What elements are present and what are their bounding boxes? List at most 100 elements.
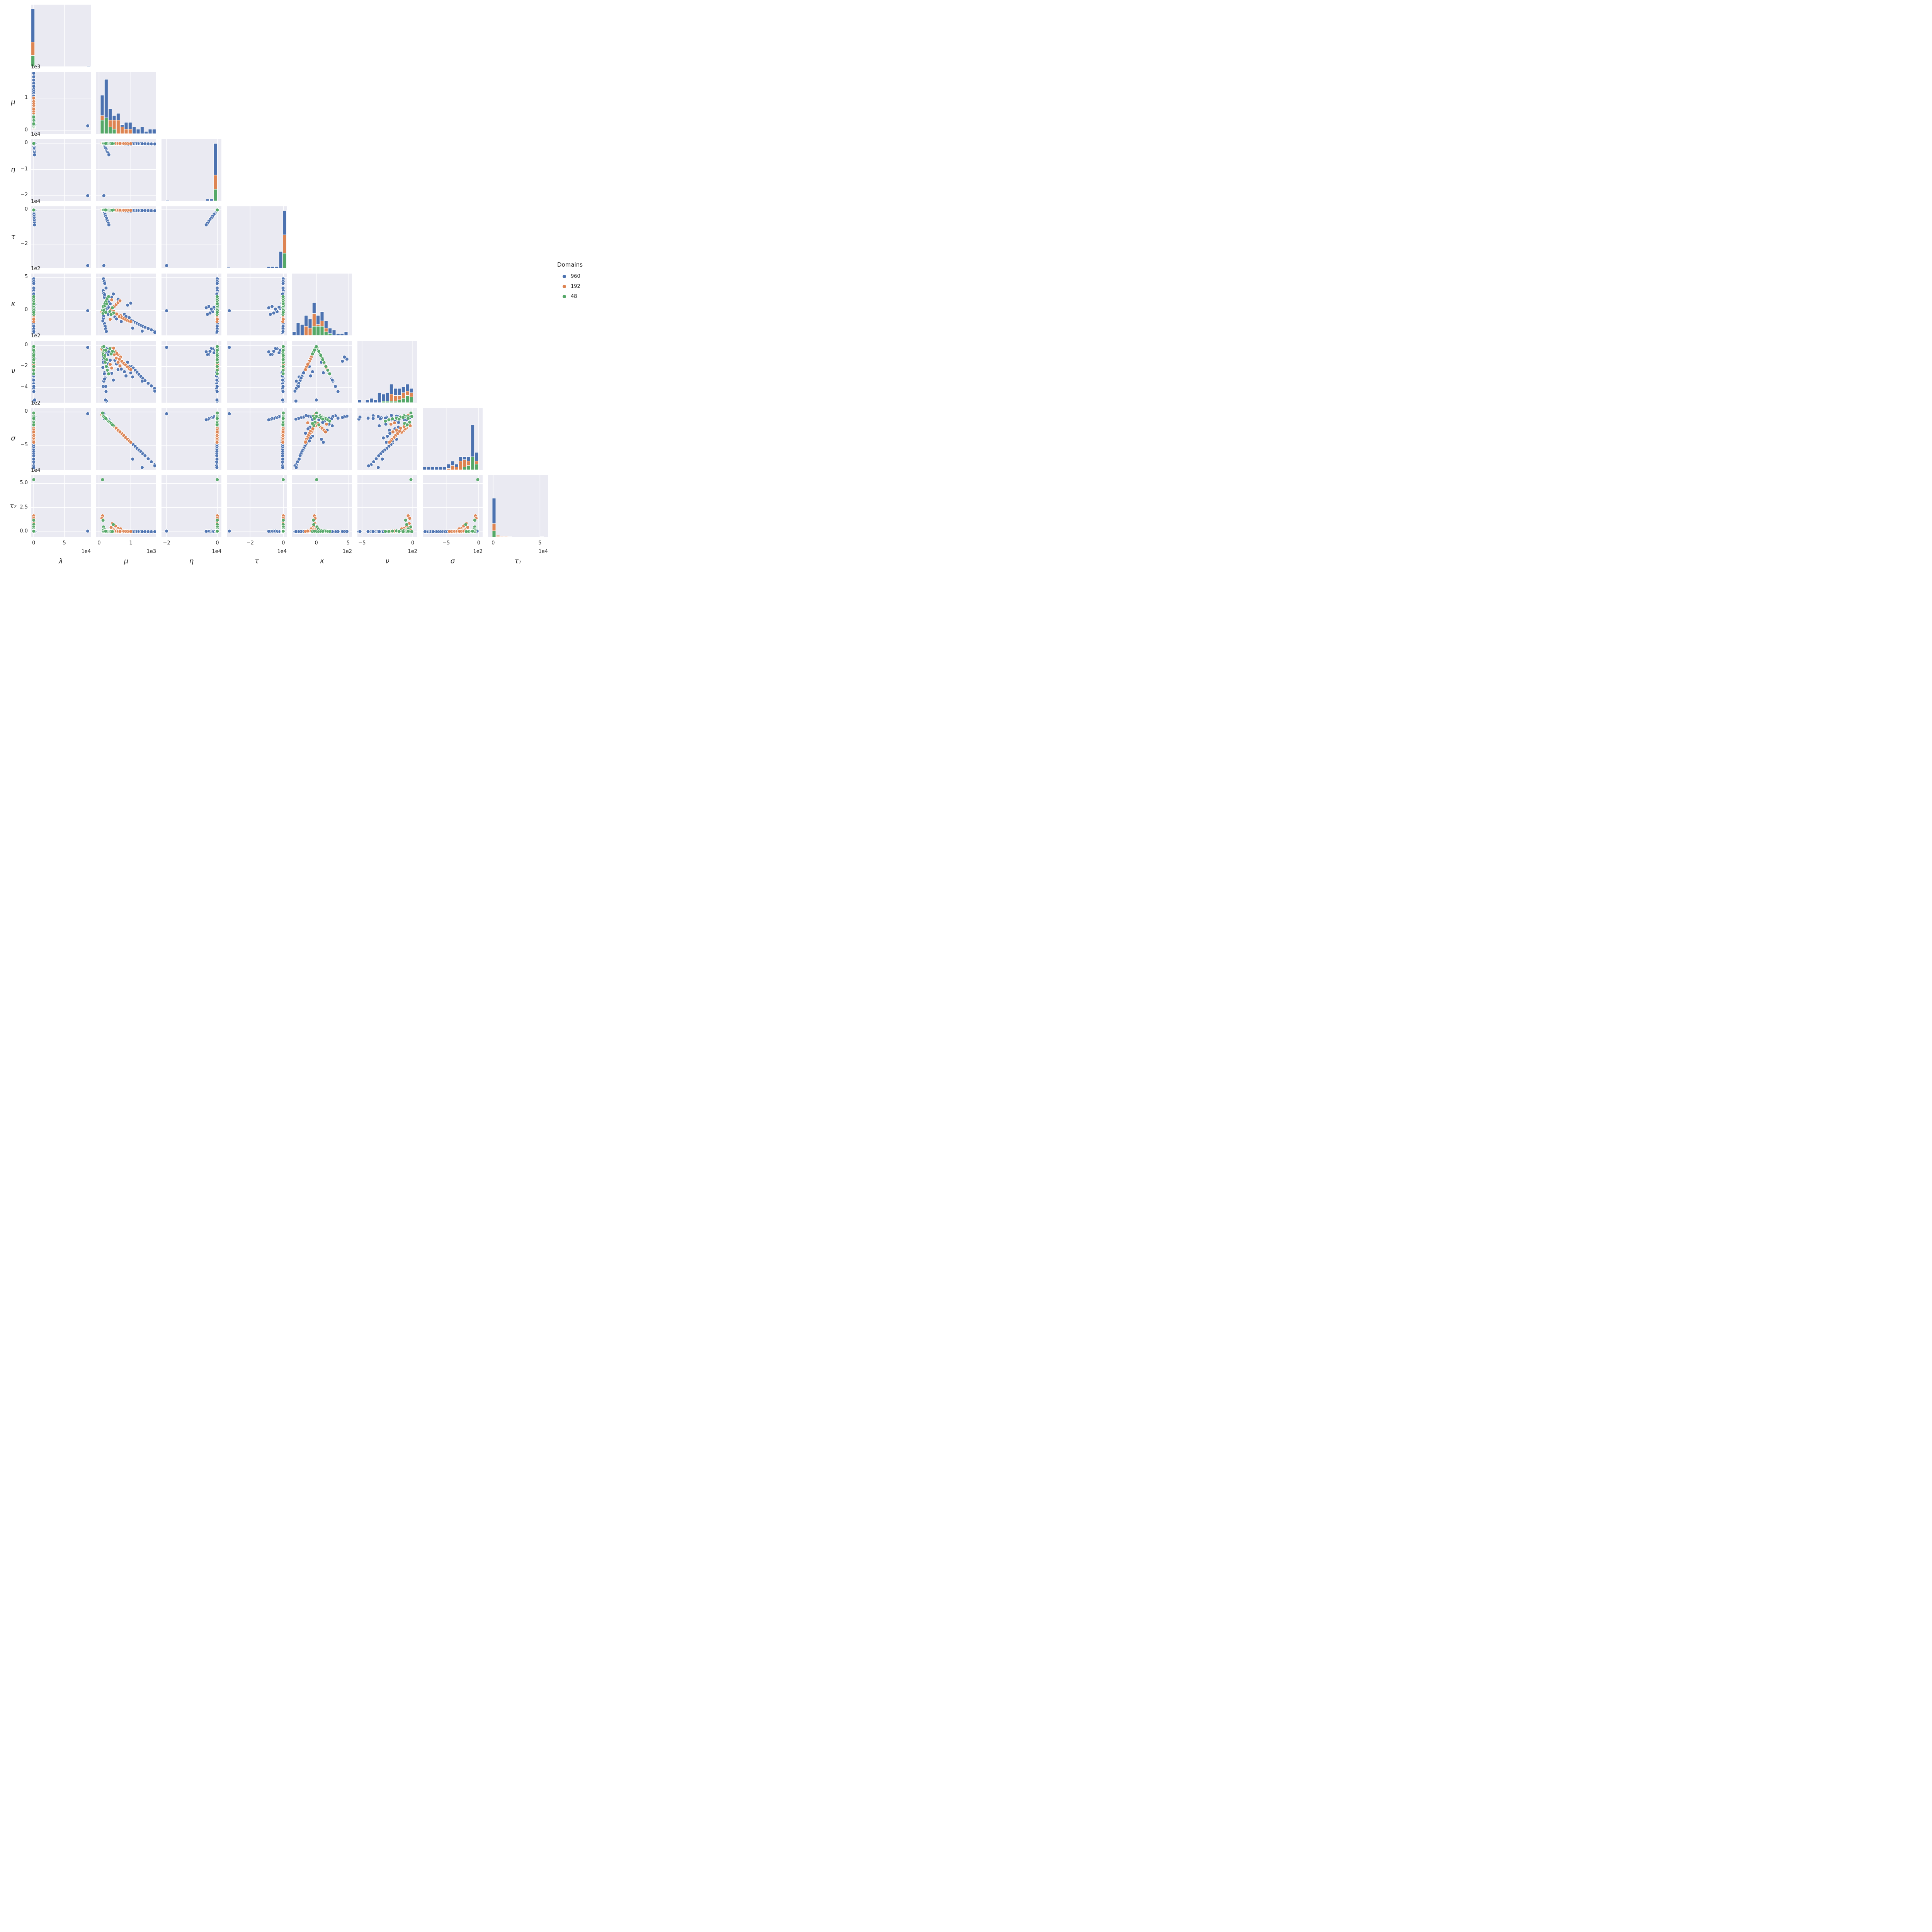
ytick-tau7: 2.5 bbox=[20, 504, 28, 510]
xtick-tau: 0 bbox=[282, 540, 285, 546]
diag-hist-nu bbox=[357, 341, 417, 403]
panel-tau7-vs-kappa bbox=[292, 475, 352, 537]
scatter-points-48 bbox=[32, 344, 36, 376]
xtick-eta: 0 bbox=[216, 540, 219, 546]
legend-item-label: 48 bbox=[571, 293, 577, 299]
ytick-sigma: −5 bbox=[20, 442, 28, 448]
col-label-tau7: τ₇ bbox=[514, 557, 522, 565]
scatter-points-48 bbox=[215, 344, 219, 376]
panel-tau-vs-eta bbox=[162, 206, 221, 268]
ytick-mu: 0 bbox=[24, 127, 28, 133]
xoffset-eta: 1e4 bbox=[212, 549, 221, 554]
scatter-points-48 bbox=[32, 478, 36, 534]
ytick-kappa: 0 bbox=[24, 307, 28, 313]
ytick-tau7: 5.0 bbox=[20, 480, 28, 486]
col-label-nu: ν bbox=[385, 557, 389, 565]
panel-nu-vs-kappa bbox=[292, 341, 352, 403]
diag-hist-mu bbox=[96, 72, 156, 134]
xoffset-kappa: 1e2 bbox=[342, 549, 352, 554]
ytick-sigma: 0 bbox=[24, 408, 28, 415]
scatter-points-192 bbox=[303, 413, 329, 444]
ytick-nu: 0 bbox=[24, 342, 28, 348]
col-label-eta: η bbox=[189, 557, 194, 565]
panel-tau7-vs-sigma bbox=[423, 475, 483, 537]
diag-hist-eta bbox=[162, 139, 221, 201]
scatter-points-48 bbox=[281, 294, 286, 316]
xtick-eta: −2 bbox=[163, 540, 170, 546]
scatter-points-48 bbox=[383, 411, 414, 428]
panel-kappa-vs-eta bbox=[162, 274, 221, 335]
panel-sigma-vs-tau bbox=[227, 408, 287, 470]
col-label-tau: τ bbox=[255, 557, 259, 565]
ytick-nu: −4 bbox=[20, 384, 28, 390]
xoffset-lambda: 1e4 bbox=[81, 549, 91, 554]
col-label-lambda: λ bbox=[59, 557, 63, 565]
pairplot-figure: Domains 960 192 48 0 1 1e3 μ 0 −1 −2 1e4 η 0 −2 1e4… bbox=[0, 0, 618, 580]
panel-tau-vs-lambda bbox=[31, 206, 91, 268]
xoffset-tau7: 1e4 bbox=[538, 549, 548, 554]
diag-hist-kappa bbox=[292, 274, 352, 335]
scatter-points-48 bbox=[281, 344, 286, 376]
xtick-sigma: 0 bbox=[477, 540, 481, 546]
row-label-mu: μ bbox=[11, 98, 15, 106]
scatter-points-48 bbox=[281, 411, 286, 428]
xtick-nu: −5 bbox=[358, 540, 366, 546]
xtick-lambda: 5 bbox=[63, 540, 66, 546]
panel-sigma-vs-eta bbox=[162, 408, 221, 470]
row-label-tau: τ bbox=[11, 233, 15, 241]
diag-hist-sigma bbox=[423, 408, 483, 470]
yoffset-kappa: 1e2 bbox=[31, 266, 41, 272]
yoffset-mu: 1e3 bbox=[31, 64, 41, 70]
diag-hist-tau bbox=[227, 206, 287, 268]
panel-sigma-vs-kappa bbox=[292, 408, 352, 470]
scatter-points-48 bbox=[281, 478, 286, 534]
legend: Domains 960 192 48 bbox=[557, 261, 615, 301]
scatter-points-48 bbox=[310, 411, 332, 428]
yoffset-eta: 1e4 bbox=[31, 131, 41, 137]
yoffset-nu: 1e2 bbox=[31, 333, 41, 339]
scatter-points-48 bbox=[215, 478, 219, 534]
xoffset-mu: 1e3 bbox=[146, 549, 156, 554]
ytick-tau: −2 bbox=[20, 240, 28, 247]
ytick-eta: −1 bbox=[20, 166, 28, 172]
legend-item-192: 192 bbox=[557, 281, 615, 291]
panel-sigma-vs-nu bbox=[357, 408, 417, 470]
panel-mu-vs-lambda bbox=[31, 72, 91, 134]
xtick-sigma: −5 bbox=[442, 540, 450, 546]
legend-title: Domains bbox=[557, 261, 583, 268]
scatter-points-48 bbox=[215, 411, 219, 428]
xtick-nu: 0 bbox=[411, 540, 415, 546]
scatter-points-48 bbox=[32, 411, 36, 428]
scatter-points-48 bbox=[100, 208, 116, 213]
row-label-sigma: σ bbox=[11, 434, 15, 442]
scatter-points-192 bbox=[447, 514, 478, 534]
panel-tau7-vs-lambda bbox=[31, 475, 91, 537]
col-label-sigma: σ bbox=[450, 557, 455, 565]
legend-marker-48-icon bbox=[563, 294, 566, 298]
scatter-points-48 bbox=[100, 141, 116, 146]
yoffset-sigma: 1e2 bbox=[31, 400, 41, 406]
diag-hist-tau7 bbox=[488, 475, 548, 537]
xtick-mu: 0 bbox=[97, 540, 101, 546]
scatter-points-48 bbox=[215, 208, 219, 213]
xoffset-sigma: 1e2 bbox=[473, 549, 483, 554]
scatter-points-48 bbox=[100, 411, 116, 428]
row-label-eta: η bbox=[11, 165, 15, 173]
panel-eta-vs-mu bbox=[96, 139, 156, 201]
legend-item-48: 48 bbox=[557, 291, 615, 301]
legend-item-960: 960 bbox=[557, 271, 615, 281]
panel-sigma-vs-mu bbox=[96, 408, 156, 470]
col-label-mu: μ bbox=[124, 557, 129, 565]
panel-kappa-vs-lambda bbox=[31, 274, 91, 335]
ytick-nu: −2 bbox=[20, 363, 28, 369]
panel-tau7-vs-eta bbox=[162, 475, 221, 537]
xtick-kappa: 0 bbox=[315, 540, 318, 546]
scatter-points-48 bbox=[32, 141, 36, 146]
ytick-eta: −2 bbox=[20, 192, 28, 198]
row-label-nu: ν bbox=[11, 367, 15, 375]
xtick-kappa: 5 bbox=[346, 540, 350, 546]
scatter-points-48 bbox=[32, 208, 36, 213]
scatter-points-48 bbox=[383, 478, 414, 534]
ytick-kappa: 5 bbox=[24, 274, 28, 280]
ytick-mu: 1 bbox=[24, 94, 28, 100]
